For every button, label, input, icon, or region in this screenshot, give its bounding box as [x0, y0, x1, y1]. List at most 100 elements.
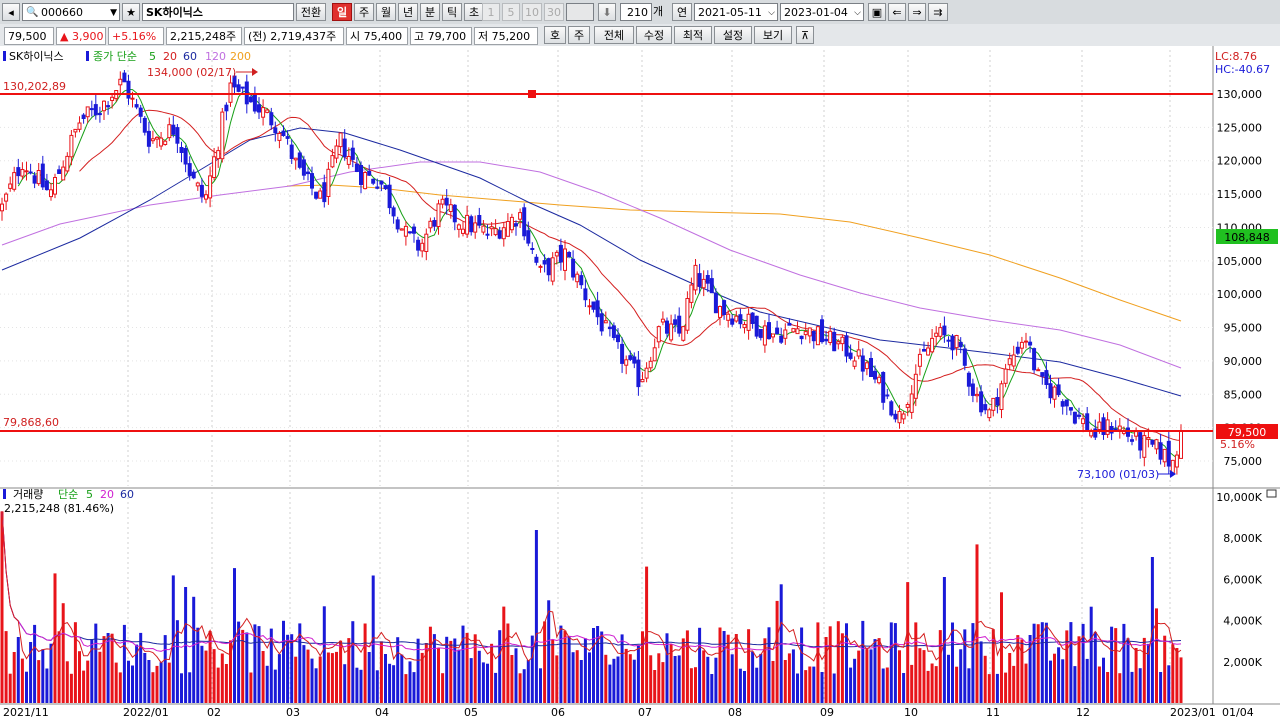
volume-bar[interactable]	[661, 662, 665, 703]
candle[interactable]	[199, 184, 204, 197]
volume-bar[interactable]	[983, 655, 987, 703]
volume-bar[interactable]	[902, 673, 906, 703]
adjust-menu-button[interactable]: 수정	[636, 26, 672, 44]
volume-bar[interactable]	[253, 624, 257, 703]
candle[interactable]	[448, 204, 453, 212]
candle[interactable]	[375, 186, 380, 189]
volume-bar[interactable]	[588, 652, 591, 703]
candle[interactable]	[171, 124, 176, 135]
candle[interactable]	[61, 166, 66, 181]
candle[interactable]	[550, 257, 555, 282]
stock-chart[interactable]: 130,202,89 79,868,60 SK하이닉스 종가 단순 5 20 6…	[0, 46, 1280, 720]
candle[interactable]	[12, 172, 17, 190]
candle[interactable]	[440, 198, 445, 205]
candle[interactable]	[567, 252, 572, 258]
candle[interactable]	[416, 239, 421, 251]
period-week-button[interactable]: 주	[354, 3, 374, 21]
candle[interactable]	[44, 180, 49, 191]
candle[interactable]	[673, 319, 678, 325]
volume-bar[interactable]	[437, 648, 440, 703]
volume-bar[interactable]	[1073, 666, 1077, 703]
candle[interactable]	[20, 169, 25, 177]
volume-bar[interactable]	[110, 633, 114, 703]
volume-bar[interactable]	[722, 631, 726, 703]
volume-bar[interactable]	[547, 600, 551, 703]
volume-bar[interactable]	[322, 606, 326, 703]
volume-panel-toggle-icon[interactable]	[1266, 489, 1277, 498]
candle[interactable]	[318, 190, 323, 199]
volume-bar[interactable]	[33, 624, 37, 703]
candle[interactable]	[950, 335, 955, 351]
candle[interactable]	[930, 337, 935, 353]
candle[interactable]	[522, 207, 527, 237]
volume-bar[interactable]	[979, 641, 983, 703]
candle[interactable]	[995, 397, 1000, 406]
period-second-button[interactable]: 초	[464, 3, 484, 21]
candle[interactable]	[314, 191, 319, 199]
candle[interactable]	[938, 327, 943, 337]
candle[interactable]	[873, 370, 877, 380]
candle[interactable]	[718, 306, 722, 318]
candle[interactable]	[656, 326, 661, 343]
candle[interactable]	[762, 325, 767, 346]
volume-bar[interactable]	[249, 672, 253, 704]
candle[interactable]	[477, 215, 482, 226]
candle[interactable]	[807, 327, 812, 337]
volume-bar[interactable]	[877, 638, 881, 703]
candle[interactable]	[175, 127, 180, 144]
candle[interactable]	[452, 204, 457, 223]
volume-bar[interactable]	[473, 634, 477, 703]
candle[interactable]	[4, 193, 9, 202]
candle[interactable]	[648, 360, 653, 369]
period-number-30[interactable]: 30	[544, 3, 564, 21]
volume-bar[interactable]	[853, 658, 857, 703]
volume-bar[interactable]	[694, 667, 697, 703]
volume-bar[interactable]	[379, 641, 383, 703]
volume-bar[interactable]	[1114, 628, 1118, 703]
candle[interactable]	[1019, 341, 1024, 349]
volume-bar[interactable]	[534, 530, 538, 703]
volume-bar[interactable]	[224, 664, 228, 703]
candle[interactable]	[999, 383, 1004, 410]
volume-bar[interactable]	[787, 653, 791, 703]
volume-bar[interactable]	[1130, 671, 1134, 703]
start-date-input[interactable]: 2021-05-11 ⌵	[694, 3, 778, 21]
volume-bar[interactable]	[669, 644, 673, 703]
volume-bar[interactable]	[1142, 637, 1146, 703]
volume-bar[interactable]	[286, 634, 290, 703]
candle[interactable]	[1109, 426, 1114, 434]
volume-bar[interactable]	[1122, 623, 1126, 703]
candle[interactable]	[489, 226, 494, 230]
volume-bar[interactable]	[457, 649, 461, 703]
candle[interactable]	[1081, 418, 1086, 425]
volume-bar[interactable]	[710, 674, 714, 703]
volume-bar[interactable]	[1085, 658, 1089, 703]
candle[interactable]	[542, 260, 547, 265]
volume-bar[interactable]	[579, 660, 583, 703]
volume-bar[interactable]	[486, 663, 489, 703]
volume-bar[interactable]	[257, 626, 261, 703]
count-input[interactable]: 210	[620, 3, 652, 21]
candle[interactable]	[346, 156, 351, 165]
calendar-dropdown-icon[interactable]: ⌵	[768, 8, 775, 18]
candle[interactable]	[265, 109, 270, 113]
candle[interactable]	[1117, 425, 1122, 431]
volume-bar[interactable]	[1008, 653, 1012, 703]
volume-bar[interactable]	[995, 673, 999, 703]
candle[interactable]	[216, 150, 221, 160]
candle[interactable]	[742, 324, 747, 329]
volume-bar[interactable]	[306, 649, 310, 703]
candle[interactable]	[681, 326, 686, 341]
volume-bar[interactable]	[98, 651, 102, 703]
volume-bar[interactable]	[180, 673, 183, 703]
candle[interactable]	[130, 97, 135, 100]
candle[interactable]	[399, 228, 404, 231]
volume-bar[interactable]	[245, 632, 249, 704]
candle[interactable]	[946, 339, 951, 342]
volume-bar[interactable]	[192, 596, 196, 703]
candle[interactable]	[289, 144, 294, 160]
volume-bar[interactable]	[428, 626, 432, 703]
volume-bar[interactable]	[392, 665, 396, 703]
volume-bar[interactable]	[514, 648, 518, 703]
candle[interactable]	[1174, 454, 1179, 468]
